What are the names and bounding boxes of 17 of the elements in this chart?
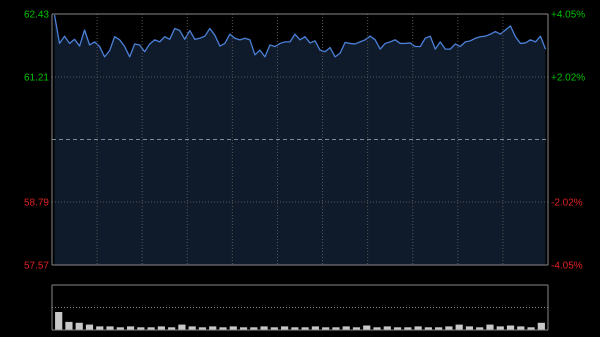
bar	[538, 322, 545, 330]
y-tick-label: 58.79	[24, 197, 50, 208]
y2-tick-label: -2.02%	[551, 198, 583, 209]
y2-tick-label: +4.05%	[551, 10, 586, 20]
bar	[363, 326, 370, 330]
y-tick-label: 62.43	[24, 10, 50, 20]
y2-tick-label: -4.05%	[551, 260, 583, 272]
y-tick-label: 57.57	[24, 260, 50, 272]
y-tick-label: 61.21	[24, 72, 50, 84]
bar	[456, 324, 463, 330]
bar	[55, 312, 62, 330]
bar	[76, 322, 83, 330]
bar	[86, 324, 94, 330]
y2-tick-label: +2.02%	[551, 72, 586, 84]
bar	[178, 324, 186, 330]
bar	[486, 324, 494, 330]
bar	[65, 322, 73, 330]
